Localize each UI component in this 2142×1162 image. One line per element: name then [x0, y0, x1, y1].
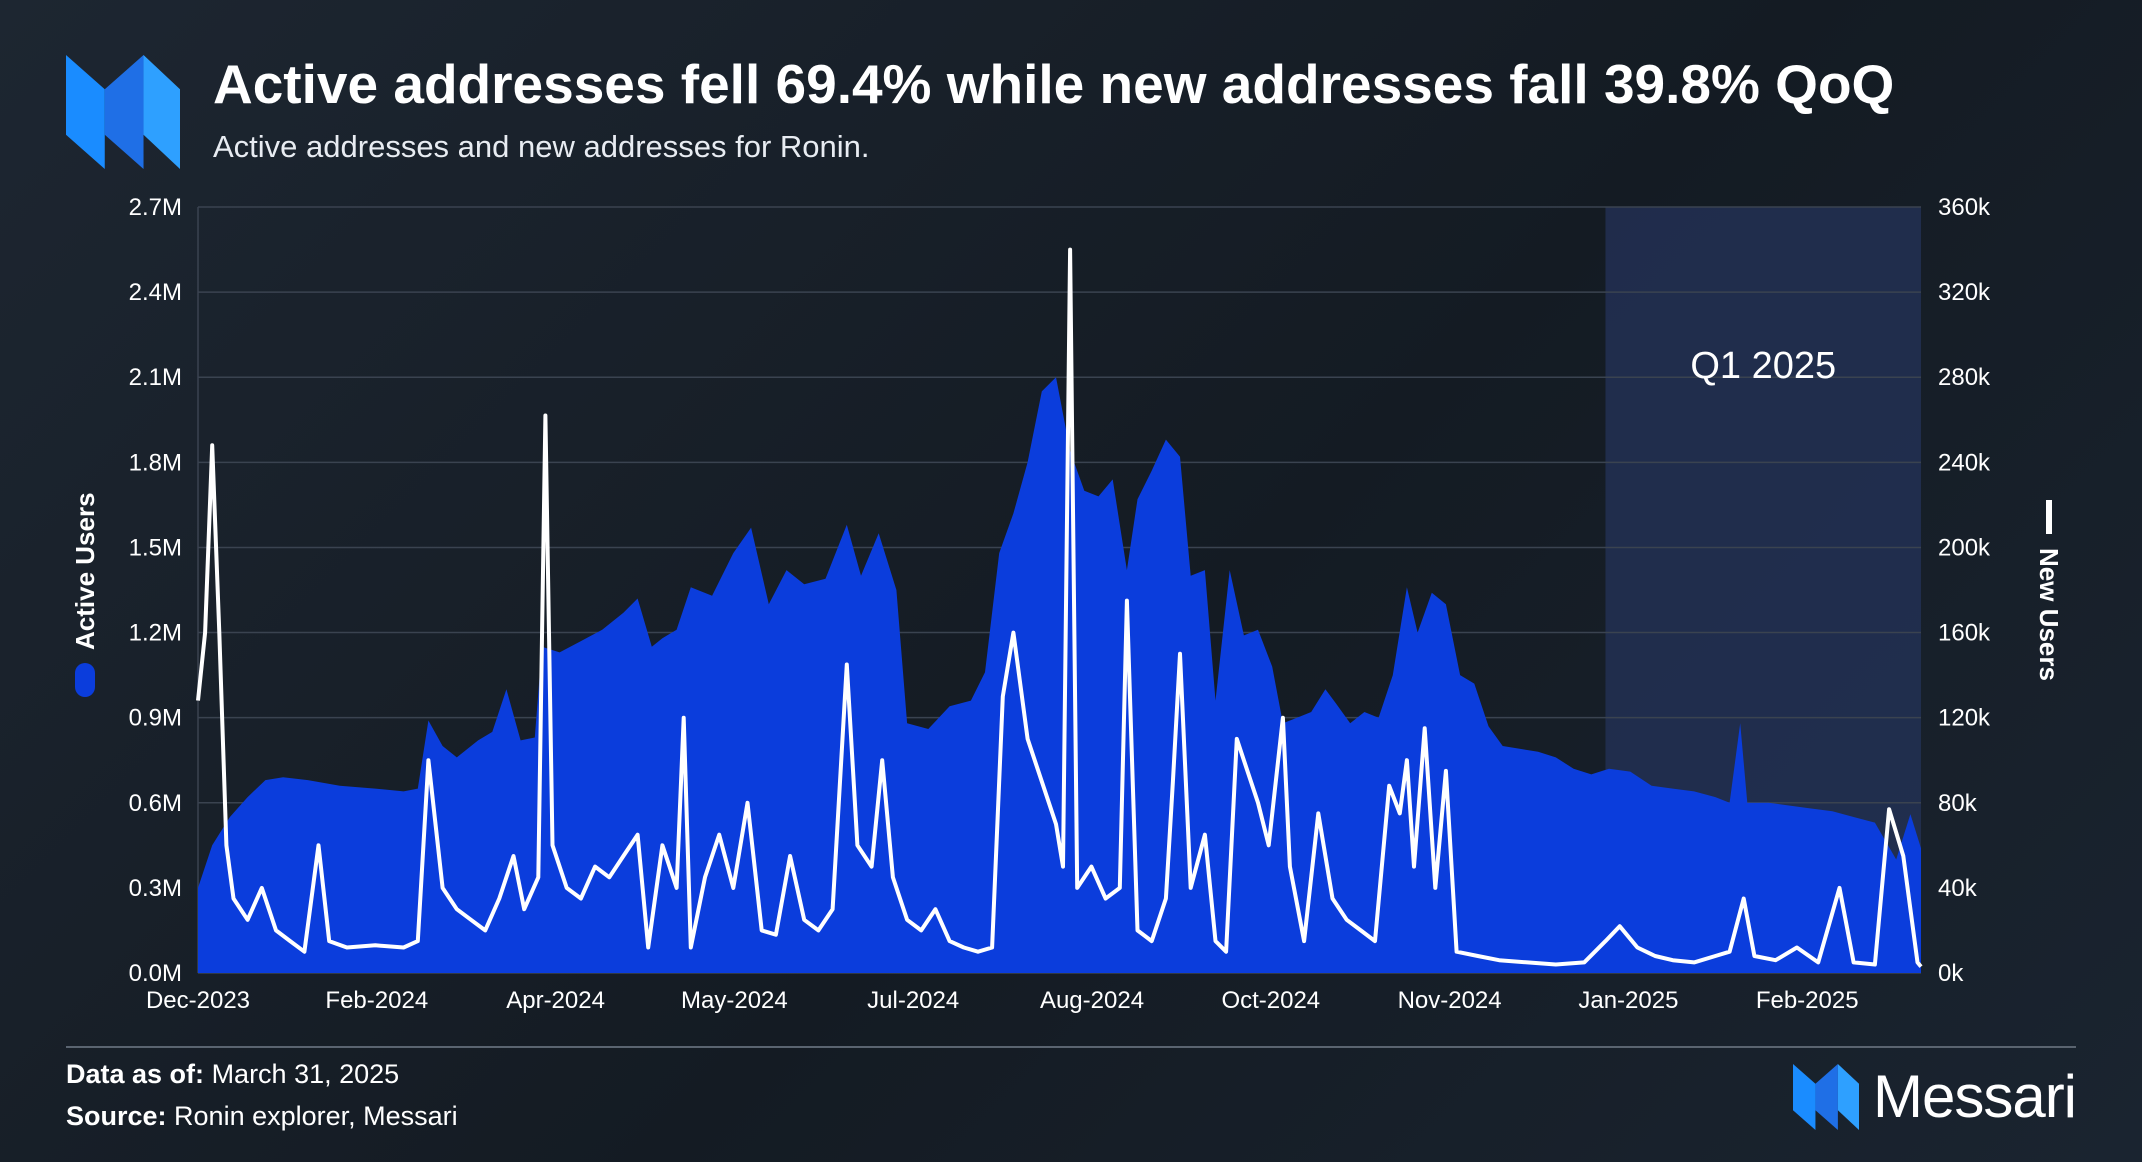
x-tick-label: Feb-2025: [1756, 987, 1859, 1014]
x-tick-label: May-2024: [681, 987, 788, 1014]
left-tick-label: 0.9M: [129, 705, 182, 732]
source-value: Ronin explorer, Messari: [174, 1101, 458, 1131]
left-axis-legend: Active Users: [70, 492, 100, 697]
right-tick-label: 240k: [1938, 449, 1991, 476]
x-tick-label: Jul-2024: [867, 987, 959, 1014]
left-tick-label: 2.1M: [129, 364, 182, 391]
right-tick-label: 80k: [1938, 790, 1978, 817]
left-tick-label: 1.8M: [129, 449, 182, 476]
chart-subtitle: Active addresses and new addresses for R…: [213, 129, 870, 164]
left-tick-label: 1.2M: [129, 620, 182, 647]
brand-name: Messari: [1872, 1063, 2077, 1130]
active-users-area: [198, 377, 1921, 973]
data-as-of: Data as of: March 31, 2025: [66, 1059, 399, 1090]
left-tick-label: 2.4M: [129, 279, 182, 306]
left-axis-ticks: 0.0M 0.3M 0.6M 0.9M 1.2M 1.5M 1.8M 2.1M 2.4M 2.7M: [129, 194, 182, 987]
left-tick-label: 0.6M: [129, 790, 182, 817]
x-axis-ticks: Dec-2023 Feb-2024 Apr-2024 May-2024 Jul-2024…: [146, 987, 1859, 1014]
new-users-legend-swatch: [2046, 500, 2052, 534]
x-tick-label: Apr-2024: [506, 987, 605, 1014]
left-tick-label: 2.7M: [129, 194, 182, 221]
brand-logo: Messari: [1792, 1062, 2077, 1131]
messari-logo-icon: [1792, 1063, 1859, 1130]
right-tick-label: 40k: [1938, 875, 1978, 902]
messari-logo-icon: [66, 55, 180, 169]
x-tick-label: Jan-2025: [1578, 987, 1678, 1014]
footer-divider: [66, 1046, 2076, 1048]
right-axis-ticks: 0k 40k 80k 120k 160k 200k 240k 280k 320k 360k: [1938, 194, 1991, 987]
left-tick-label: 1.5M: [129, 534, 182, 561]
right-tick-label: 280k: [1938, 364, 1991, 391]
right-axis-legend: New Users: [2034, 500, 2064, 681]
new-users-line: [196, 247, 1923, 968]
right-tick-label: 160k: [1938, 620, 1991, 647]
source-label: Source:: [66, 1101, 167, 1131]
x-tick-label: Oct-2024: [1221, 987, 1320, 1014]
x-tick-label: Dec-2023: [146, 987, 250, 1014]
right-tick-label: 120k: [1938, 705, 1991, 732]
source-line: Source: Ronin explorer, Messari: [66, 1101, 458, 1132]
left-tick-label: 0.3M: [129, 875, 182, 902]
data-as-of-value: March 31, 2025: [211, 1059, 400, 1089]
left-tick-label: 0.0M: [129, 960, 182, 987]
x-tick-label: Aug-2024: [1040, 987, 1144, 1014]
right-tick-label: 360k: [1938, 194, 1991, 221]
right-axis-title: New Users: [2034, 548, 2064, 681]
right-tick-label: 200k: [1938, 534, 1991, 561]
chart-title: Active addresses fell 69.4% while new ad…: [213, 53, 1895, 115]
left-axis-title: Active Users: [70, 492, 100, 650]
x-tick-label: Feb-2024: [325, 987, 428, 1014]
active-users-legend-swatch: [75, 663, 95, 697]
right-tick-label: 0k: [1938, 960, 1964, 987]
x-tick-label: Nov-2024: [1398, 987, 1502, 1014]
right-tick-label: 320k: [1938, 279, 1991, 306]
q1-2025-label: Q1 2025: [1690, 345, 1836, 387]
data-as-of-label: Data as of:: [66, 1059, 205, 1089]
